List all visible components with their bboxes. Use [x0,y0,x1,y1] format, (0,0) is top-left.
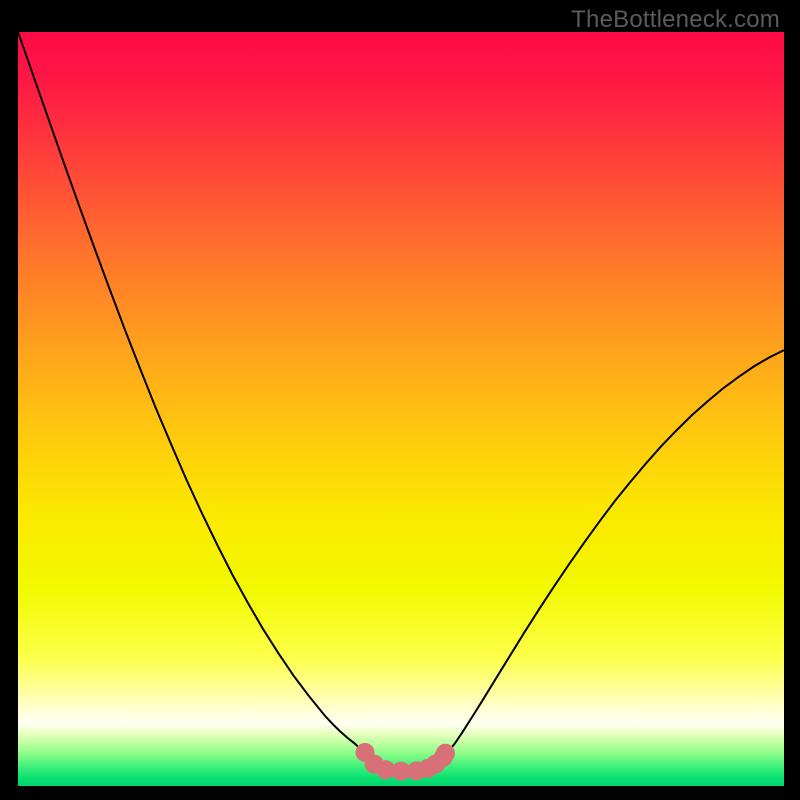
watermark-text: TheBottleneck.com [571,6,780,34]
plot-svg [18,32,784,786]
chart-stage: TheBottleneck.com [0,0,800,800]
plot-frame [18,32,784,786]
bottleneck-curve [18,32,784,771]
optimal-range-marker [436,744,455,763]
